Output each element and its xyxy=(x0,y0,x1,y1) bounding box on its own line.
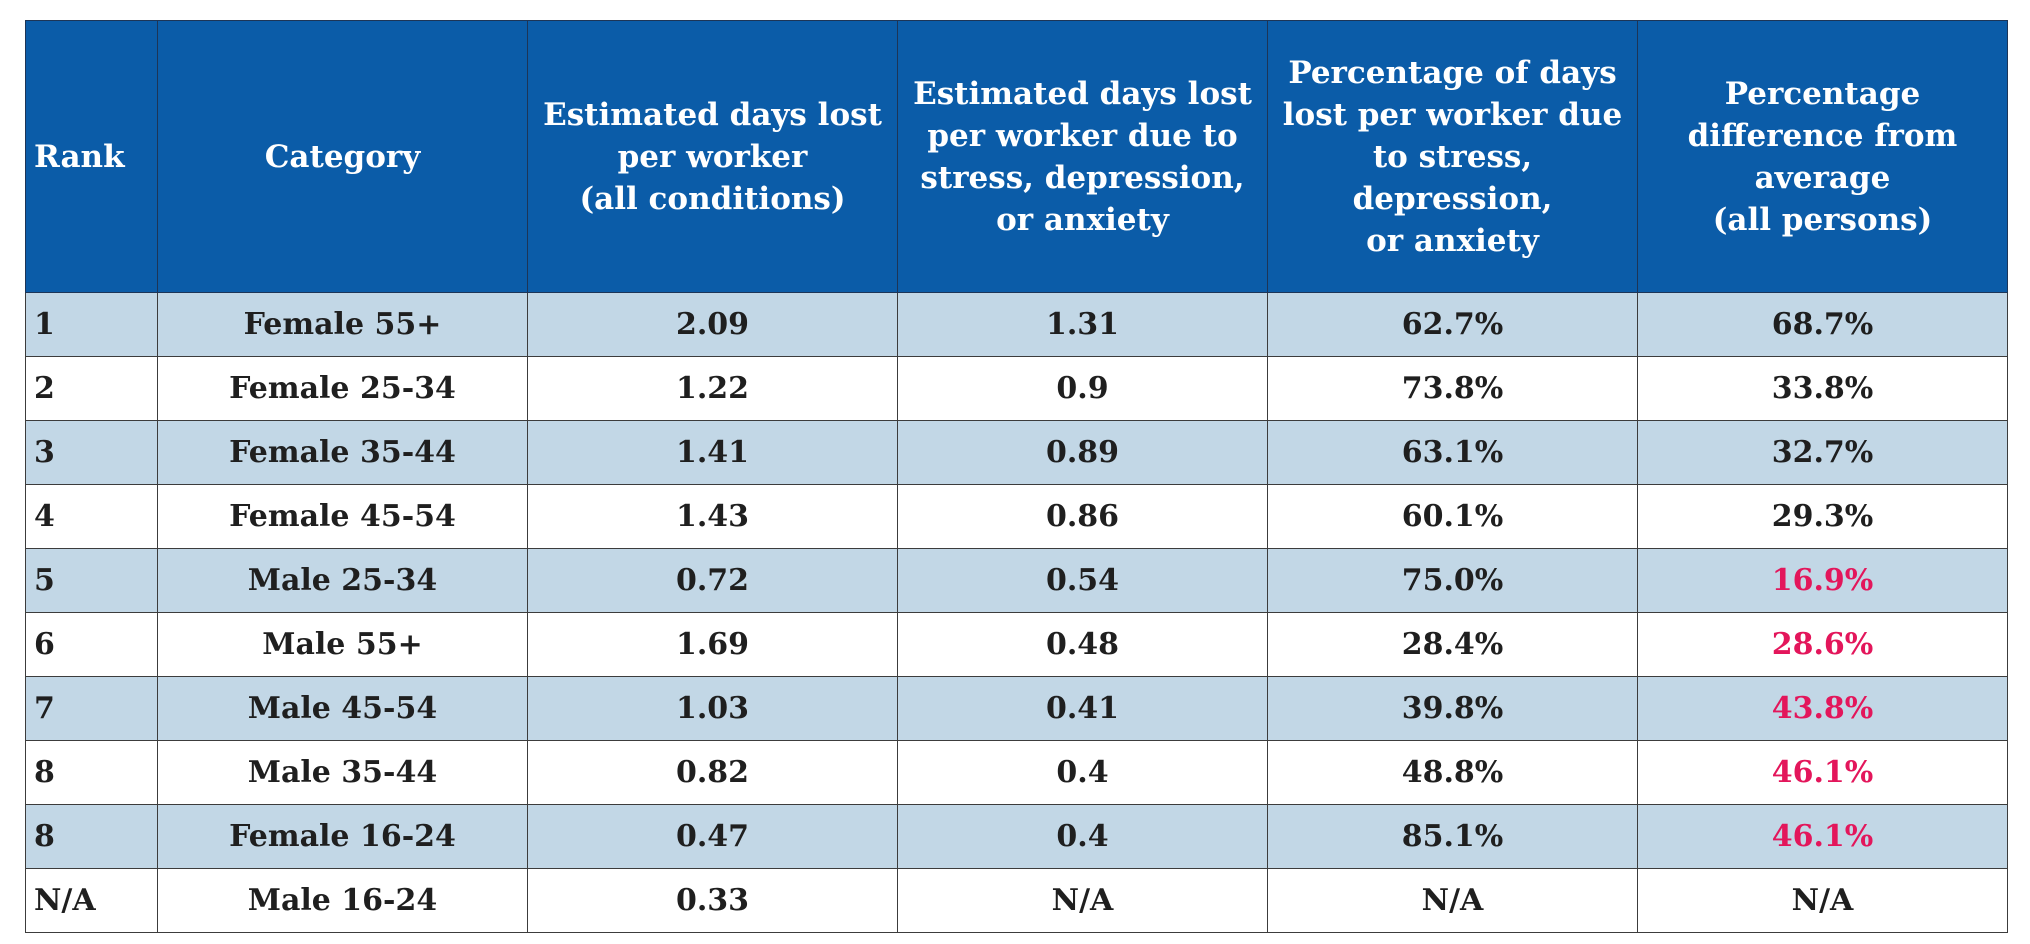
cell-days-stress: 0.54 xyxy=(897,548,1268,613)
cell-category: Male 35-44 xyxy=(157,740,528,805)
column-header-line: to stress, depression, xyxy=(1352,138,1553,217)
cell-rank: 6 xyxy=(25,612,158,677)
table-container: Rank Category Estimated days lost per worke… xyxy=(25,20,2008,933)
cell-pct-diff: 32.7% xyxy=(1637,420,2008,485)
cell-days-all: 1.43 xyxy=(527,484,898,549)
cell-days-stress: 0.89 xyxy=(897,420,1268,485)
table-row: 4 Female 45-54 1.43 0.86 60.1% 29.3% xyxy=(25,484,2008,549)
cell-pct-stress: 63.1% xyxy=(1267,420,1638,485)
column-header-line: per worker xyxy=(617,138,808,175)
column-header-line: Percentage of days xyxy=(1288,54,1617,91)
cell-pct-stress: N/A xyxy=(1267,868,1638,933)
cell-pct-stress: 75.0% xyxy=(1267,548,1638,613)
cell-days-stress: 0.9 xyxy=(897,356,1268,421)
column-header-category: Category xyxy=(157,20,528,293)
cell-category: Male 16-24 xyxy=(157,868,528,933)
cell-category: Female 25-34 xyxy=(157,356,528,421)
column-header-days-stress: Estimated days lost per worker due to stre… xyxy=(897,20,1268,293)
cell-rank: N/A xyxy=(25,868,158,933)
cell-rank: 4 xyxy=(25,484,158,549)
column-header-line: or anxiety xyxy=(1366,222,1539,259)
cell-pct-diff: 28.6% xyxy=(1637,612,2008,677)
cell-pct-stress: 28.4% xyxy=(1267,612,1638,677)
cell-days-stress: N/A xyxy=(897,868,1268,933)
table-row: 5 Male 25-34 0.72 0.54 75.0% 16.9% xyxy=(25,548,2008,613)
cell-days-all: 2.09 xyxy=(527,292,898,357)
table-row: 2 Female 25-34 1.22 0.9 73.8% 33.8% xyxy=(25,356,2008,421)
cell-category: Male 45-54 xyxy=(157,676,528,741)
cell-days-all: 0.33 xyxy=(527,868,898,933)
cell-category: Female 45-54 xyxy=(157,484,528,549)
column-header-pct-stress: Percentage of days lost per worker due to … xyxy=(1267,20,1638,293)
cell-days-all: 1.03 xyxy=(527,676,898,741)
table-row: 6 Male 55+ 1.69 0.48 28.4% 28.6% xyxy=(25,612,2008,677)
cell-pct-diff: 43.8% xyxy=(1637,676,2008,741)
column-header-line: (all conditions) xyxy=(579,180,846,217)
cell-rank: 2 xyxy=(25,356,158,421)
cell-rank: 1 xyxy=(25,292,158,357)
column-header-rank: Rank xyxy=(25,20,158,293)
cell-days-all: 1.69 xyxy=(527,612,898,677)
column-header-line: lost per worker due xyxy=(1282,96,1623,133)
cell-days-all: 0.47 xyxy=(527,804,898,869)
cell-days-stress: 1.31 xyxy=(897,292,1268,357)
cell-days-all: 0.82 xyxy=(527,740,898,805)
column-header-line: Estimated days lost xyxy=(543,96,882,133)
column-header-line: Category xyxy=(264,138,421,175)
table-body: 1 Female 55+ 2.09 1.31 62.7% 68.7% 2 Female 25-… xyxy=(25,292,2008,933)
table-row: N/A Male 16-24 0.33 N/A N/A N/A xyxy=(25,868,2008,933)
cell-category: Female 55+ xyxy=(157,292,528,357)
column-header-line: average xyxy=(1754,159,1891,196)
cell-rank: 8 xyxy=(25,740,158,805)
cell-pct-diff: 29.3% xyxy=(1637,484,2008,549)
column-header-line: per worker due to xyxy=(927,117,1238,154)
cell-category: Male 25-34 xyxy=(157,548,528,613)
cell-days-stress: 0.4 xyxy=(897,804,1268,869)
cell-category: Male 55+ xyxy=(157,612,528,677)
cell-pct-diff: 33.8% xyxy=(1637,356,2008,421)
cell-pct-diff: N/A xyxy=(1637,868,2008,933)
cell-pct-stress: 60.1% xyxy=(1267,484,1638,549)
cell-pct-diff: 46.1% xyxy=(1637,740,2008,805)
column-header-line: Rank xyxy=(34,138,125,175)
table-row: 8 Male 35-44 0.82 0.4 48.8% 46.1% xyxy=(25,740,2008,805)
column-header-line: stress, depression, xyxy=(920,159,1245,196)
cell-days-stress: 0.48 xyxy=(897,612,1268,677)
cell-pct-diff: 16.9% xyxy=(1637,548,2008,613)
table-row: 8 Female 16-24 0.47 0.4 85.1% 46.1% xyxy=(25,804,2008,869)
column-header-line: (all persons) xyxy=(1712,201,1933,238)
table-row: 3 Female 35-44 1.41 0.89 63.1% 32.7% xyxy=(25,420,2008,485)
cell-pct-stress: 62.7% xyxy=(1267,292,1638,357)
cell-rank: 5 xyxy=(25,548,158,613)
cell-rank: 7 xyxy=(25,676,158,741)
cell-rank: 8 xyxy=(25,804,158,869)
cell-pct-diff: 46.1% xyxy=(1637,804,2008,869)
cell-pct-stress: 85.1% xyxy=(1267,804,1638,869)
cell-pct-stress: 48.8% xyxy=(1267,740,1638,805)
column-header-line: Percentage xyxy=(1724,75,1921,112)
cell-pct-stress: 73.8% xyxy=(1267,356,1638,421)
cell-category: Female 35-44 xyxy=(157,420,528,485)
cell-rank: 3 xyxy=(25,420,158,485)
cell-days-all: 0.72 xyxy=(527,548,898,613)
cell-days-stress: 0.4 xyxy=(897,740,1268,805)
cell-days-stress: 0.86 xyxy=(897,484,1268,549)
column-header-line: Estimated days lost xyxy=(913,75,1252,112)
table-header: Rank Category Estimated days lost per worke… xyxy=(25,20,2008,293)
column-header-pct-diff: Percentage difference from average (all per… xyxy=(1637,20,2008,293)
column-header-days-all: Estimated days lost per worker (all condit… xyxy=(527,20,898,293)
cell-pct-stress: 39.8% xyxy=(1267,676,1638,741)
column-header-line: or anxiety xyxy=(996,201,1169,238)
cell-days-all: 1.41 xyxy=(527,420,898,485)
cell-category: Female 16-24 xyxy=(157,804,528,869)
header-row: Rank Category Estimated days lost per worke… xyxy=(25,20,2008,293)
cell-days-all: 1.22 xyxy=(527,356,898,421)
table-row: 7 Male 45-54 1.03 0.41 39.8% 43.8% xyxy=(25,676,2008,741)
table-row: 1 Female 55+ 2.09 1.31 62.7% 68.7% xyxy=(25,292,2008,357)
cell-pct-diff: 68.7% xyxy=(1637,292,2008,357)
cell-days-stress: 0.41 xyxy=(897,676,1268,741)
column-header-line: difference from xyxy=(1687,117,1958,154)
data-table: Rank Category Estimated days lost per worke… xyxy=(25,20,2008,933)
